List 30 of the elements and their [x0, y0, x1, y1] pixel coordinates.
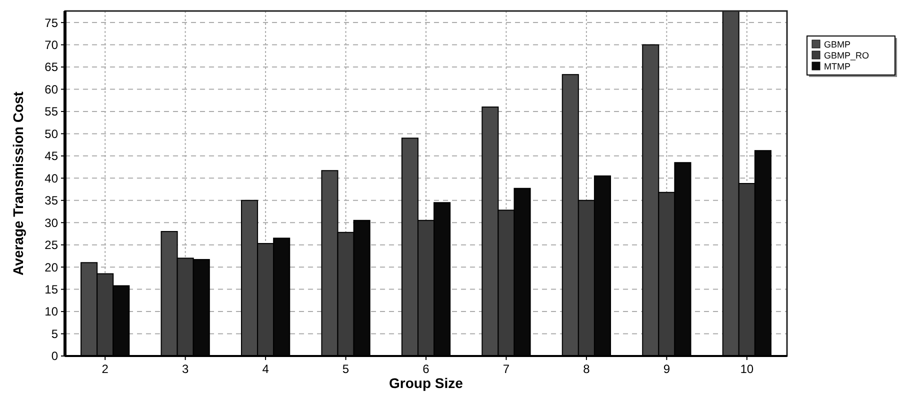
legend-label: GBMP_RO	[824, 50, 870, 60]
y-tick-label: 50	[44, 126, 58, 141]
x-tick-label: 9	[663, 362, 670, 376]
legend-label: GBMP	[824, 40, 851, 50]
y-tick-label: 60	[44, 82, 58, 96]
x-tick-label: 4	[262, 362, 270, 376]
y-tick-label: 40	[44, 171, 58, 186]
x-tick-label: 6	[422, 362, 430, 376]
y-tick-label: 20	[44, 260, 58, 274]
y-tick-label: 0	[51, 349, 58, 364]
y-axis-title: Average Transmission Cost	[10, 91, 26, 276]
y-tick-label: 55	[44, 104, 58, 119]
y-tick-label: 65	[44, 60, 58, 74]
x-tick-label: 8	[583, 362, 590, 376]
legend-label: MTMP	[824, 62, 850, 72]
y-tick-label: 15	[44, 282, 58, 297]
x-axis-title: Group Size	[389, 375, 464, 391]
y-tick-label: 30	[44, 216, 58, 230]
y-tick-label: 70	[44, 38, 58, 52]
y-tick-label: 5	[51, 326, 58, 341]
y-tick-label: 45	[44, 149, 58, 164]
x-tick-label: 7	[502, 362, 510, 376]
y-tick-label: 10	[44, 304, 58, 319]
y-tick-label: 75	[44, 16, 58, 30]
x-tick-label: 5	[342, 362, 350, 376]
y-tick-label: 25	[44, 238, 58, 252]
x-tick-label: 10	[740, 362, 754, 376]
x-tick-label: 3	[182, 362, 189, 376]
x-tick-label: 2	[102, 362, 109, 376]
y-tick-label: 35	[44, 194, 58, 208]
